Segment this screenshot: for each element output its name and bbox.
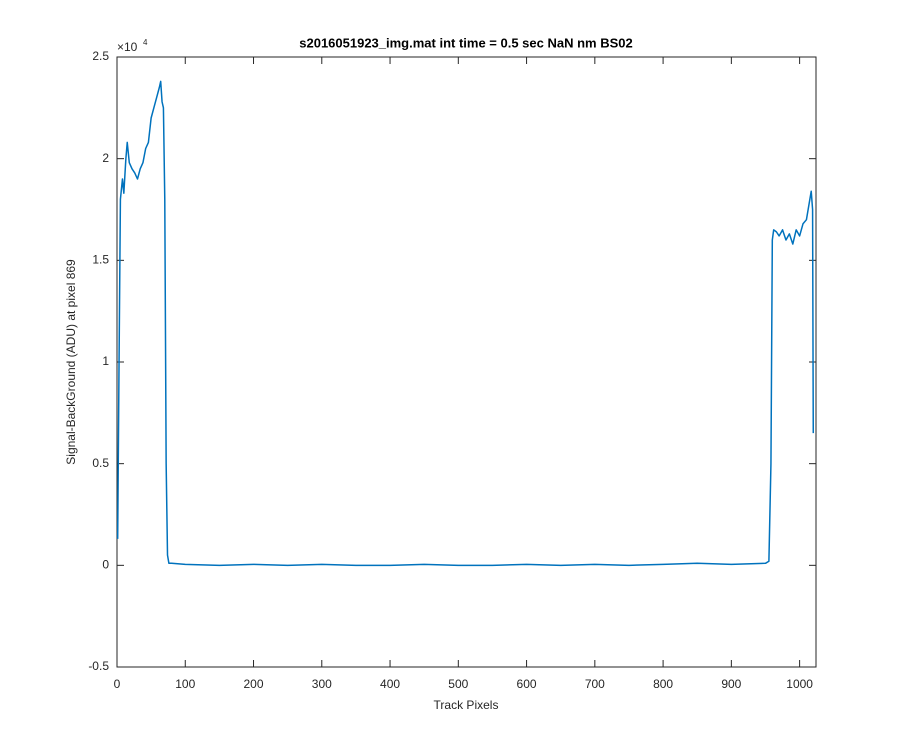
x-tick-label: 700 [585, 677, 605, 691]
y-tick-label: 0 [102, 558, 109, 572]
y-tick-label: 1.5 [92, 253, 109, 267]
y-exponent-power: 4 [143, 38, 148, 47]
x-tick-label: 500 [448, 677, 468, 691]
y-exponent-base: ×10 [117, 40, 138, 54]
x-tick-label: 900 [721, 677, 741, 691]
chart-title: s2016051923_img.mat int time = 0.5 sec N… [299, 35, 633, 50]
x-tick-label: 0 [114, 677, 121, 691]
x-tick-label: 200 [244, 677, 264, 691]
x-tick-label: 400 [380, 677, 400, 691]
y-tick-label: -0.5 [88, 659, 109, 673]
x-tick-label: 800 [653, 677, 673, 691]
y-tick-label: 2.5 [92, 49, 109, 63]
y-tick-label: 0.5 [92, 456, 109, 470]
x-tick-label: 600 [517, 677, 537, 691]
y-tick-label: 1 [102, 354, 109, 368]
x-tick-label: 300 [312, 677, 332, 691]
x-axis-label: Track Pixels [434, 698, 499, 712]
x-tick-label: 1000 [786, 677, 813, 691]
x-tick-label: 100 [175, 677, 195, 691]
data-line [116, 80, 815, 567]
y-tick-label: 2 [102, 151, 109, 165]
y-axis-label: Signal-BackGround (ADU) at pixel 869 [64, 259, 78, 465]
